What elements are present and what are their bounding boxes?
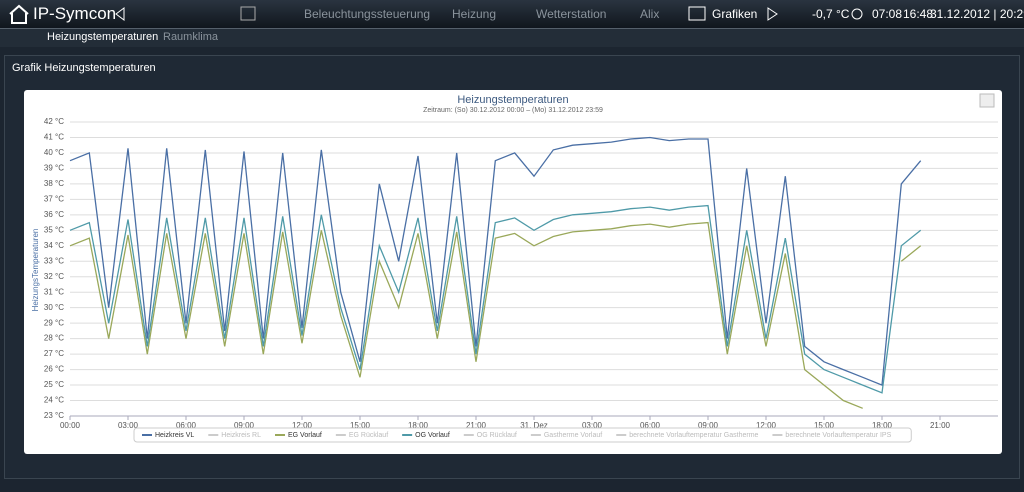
series-line: [69, 136, 922, 387]
legend-item[interactable]: OG Rücklauf: [477, 432, 517, 439]
y-tick-label: 36 °C: [44, 210, 64, 219]
nav-item[interactable]: Heizung: [452, 7, 497, 21]
y-tick-label: 25 °C: [44, 380, 64, 389]
x-tick-label: 18:00: [872, 421, 893, 430]
x-tick-label: 18:00: [408, 421, 429, 430]
legend-item[interactable]: Gastherme Vorlauf: [544, 432, 602, 439]
y-tick-label: 32 °C: [44, 272, 64, 281]
x-tick-label: 15:00: [814, 421, 835, 430]
x-tick-label: 03:00: [118, 421, 139, 430]
chart-subtitle: Zeitraum: (So) 30.12.2012 00:00 – (Mo) 3…: [423, 107, 603, 114]
y-tick-label: 30 °C: [44, 303, 64, 312]
top-bar: IP-Symcon Beleuchtungssteuerung Heizung …: [0, 0, 1024, 29]
status: -0,7 °C: [812, 7, 850, 21]
chart: Heizungstemperaturen Zeitraum: (So) 30.1…: [31, 93, 998, 443]
back-icon[interactable]: [115, 7, 125, 21]
legend-item[interactable]: EG Vorlauf: [288, 432, 322, 439]
y-tick-label: 27 °C: [44, 349, 64, 358]
y-tick-label: 37 °C: [44, 194, 64, 203]
chart-title: Heizungstemperaturen: [457, 94, 568, 106]
y-tick-label: 39 °C: [44, 164, 64, 173]
legend-item[interactable]: OG Vorlauf: [415, 432, 450, 439]
x-tick-label: 12:00: [756, 421, 777, 430]
x-tick-label: 15:00: [350, 421, 371, 430]
home-icon[interactable]: [9, 4, 29, 24]
top-icons: [9, 4, 863, 24]
series-line: [69, 221, 922, 409]
status: 31.12.2012 | 20:29:38: [930, 7, 1024, 21]
export-button[interactable]: [979, 93, 995, 108]
legend-item[interactable]: Heizkreis VL: [155, 432, 194, 439]
legend-item[interactable]: Heizkreis RL: [221, 432, 261, 439]
x-tick-label: 09:00: [234, 421, 255, 430]
sun-icon: [851, 8, 863, 20]
y-tick-label: 23 °C: [44, 411, 64, 420]
y-tick-label: 34 °C: [44, 241, 64, 250]
x-tick-label: 21:00: [466, 421, 487, 430]
y-tick-label: 38 °C: [44, 179, 64, 188]
y-tick-label: 31 °C: [44, 287, 64, 296]
legend-box: [133, 427, 912, 443]
y-axis-label: HeizungsTemperaturen: [31, 229, 40, 312]
chart-panel: Heizungstemperaturen Zeitraum: (So) 30.1…: [24, 90, 1002, 454]
x-tick-label: 06:00: [640, 421, 661, 430]
section-title: Grafik Heizungstemperaturen: [12, 62, 156, 74]
play-icon[interactable]: [767, 7, 778, 21]
nav-item[interactable]: Grafiken: [712, 7, 758, 21]
y-tick-label: 40 °C: [44, 148, 64, 157]
x-tick-label: 09:00: [698, 421, 719, 430]
nav-item[interactable]: Alix: [640, 7, 660, 21]
sub-nav: Heizungstemperaturen Raumklima: [0, 29, 1024, 47]
nav-item[interactable]: Beleuchtungssteuerung: [304, 7, 431, 21]
brand: IP-Symcon: [33, 4, 117, 23]
y-tick-label: 42 °C: [44, 117, 64, 126]
x-tick-label: 12:00: [292, 421, 313, 430]
tab[interactable]: Heizungstemperaturen: [47, 31, 159, 43]
y-tick-label: 35 °C: [44, 225, 64, 234]
y-tick-label: 41 °C: [44, 133, 64, 142]
legend-item[interactable]: berechnete Vorlauftemperatur IPS: [785, 432, 891, 439]
tab[interactable]: Raumklima: [163, 31, 219, 43]
screen-icon[interactable]: [240, 6, 256, 21]
status: 07:08: [872, 7, 903, 21]
y-tick-label: 24 °C: [44, 396, 64, 405]
y-tick-label: 29 °C: [44, 318, 64, 327]
legend-item[interactable]: berechnete Vorlauftemperatur Gastherme: [629, 432, 758, 439]
y-tick-label: 28 °C: [44, 334, 64, 343]
x-tick-label: 06:00: [176, 421, 197, 430]
nav-item[interactable]: Wetterstation: [536, 7, 607, 21]
x-tick-label: 00:00: [60, 421, 81, 430]
y-tick-label: 26 °C: [44, 365, 64, 374]
series-line: [69, 204, 922, 394]
legend-item[interactable]: EG Rücklauf: [349, 432, 388, 439]
x-tick-label: 31. Dez: [520, 421, 548, 430]
chart-icon[interactable]: [688, 6, 706, 21]
x-tick-label: 03:00: [582, 421, 603, 430]
y-tick-label: 33 °C: [44, 256, 64, 265]
status: 16:48: [903, 7, 934, 21]
x-tick-label: 21:00: [930, 421, 951, 430]
